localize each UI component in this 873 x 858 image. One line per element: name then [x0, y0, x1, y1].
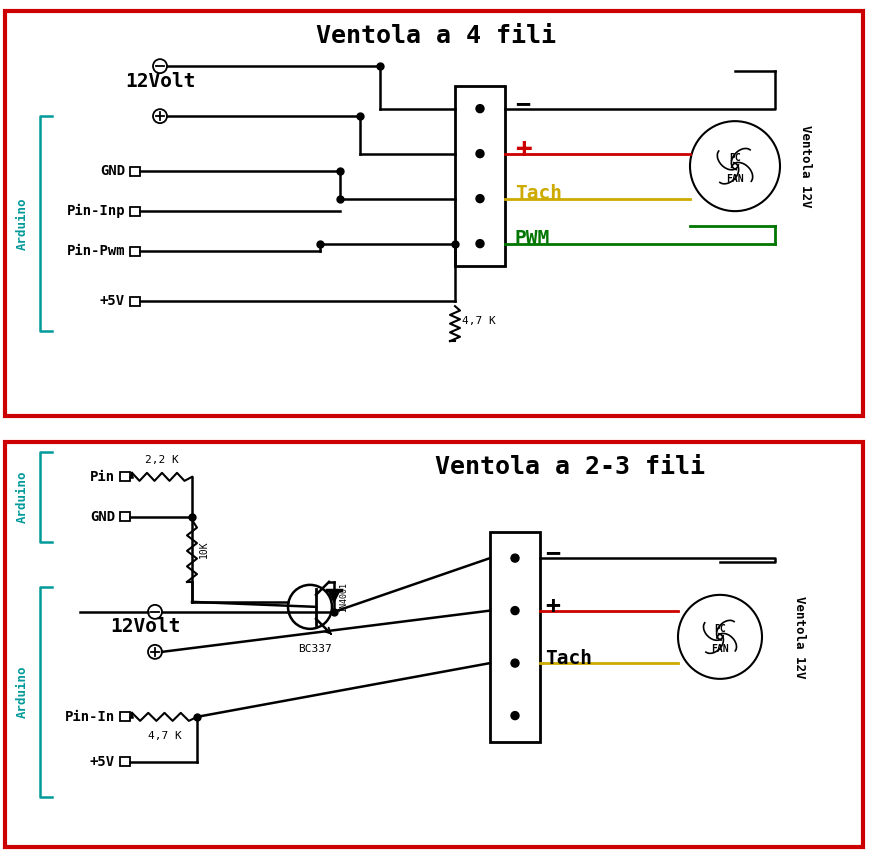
Text: −: −	[545, 541, 560, 565]
Text: PC: PC	[714, 625, 725, 634]
Bar	[130, 297, 140, 305]
Text: 12Volt: 12Volt	[110, 618, 181, 637]
Text: Arduino: Arduino	[16, 198, 29, 251]
Text: Pin-Inp: Pin-Inp	[66, 204, 125, 218]
Text: BC337: BC337	[298, 644, 332, 654]
Circle shape	[476, 149, 484, 158]
Text: FAN: FAN	[726, 173, 744, 184]
Text: 2,2 K: 2,2 K	[145, 455, 179, 465]
Text: PC: PC	[729, 153, 741, 163]
Text: IN4001: IN4001	[339, 582, 348, 612]
Circle shape	[511, 554, 519, 562]
Text: Arduino: Arduino	[16, 470, 29, 523]
Bar	[130, 166, 140, 176]
Bar	[120, 712, 130, 722]
Text: +: +	[545, 594, 560, 618]
Circle shape	[476, 195, 484, 202]
Bar	[120, 512, 130, 522]
Text: Ventola a 2-3 fili: Ventola a 2-3 fili	[435, 455, 705, 479]
Text: 4,7 K: 4,7 K	[462, 316, 496, 326]
Text: FAN: FAN	[711, 644, 729, 654]
Text: 4,7 K: 4,7 K	[148, 731, 182, 740]
Bar	[455, 86, 505, 266]
Text: +5V: +5V	[90, 755, 115, 769]
Text: 10K: 10K	[199, 541, 209, 559]
Circle shape	[511, 659, 519, 668]
Text: Tach: Tach	[545, 649, 592, 668]
Circle shape	[511, 607, 519, 614]
Text: Pin-Pwm: Pin-Pwm	[66, 245, 125, 258]
Text: Arduino: Arduino	[16, 666, 29, 718]
Text: GND: GND	[100, 164, 125, 178]
Text: Pin-In: Pin-In	[65, 710, 115, 724]
Text: +5V: +5V	[100, 294, 125, 308]
Text: Tach: Tach	[515, 184, 562, 203]
Text: Ventola a 4 fili: Ventola a 4 fili	[316, 24, 556, 48]
Text: Ventola 12V: Ventola 12V	[799, 125, 812, 208]
Bar	[120, 758, 130, 766]
Circle shape	[476, 105, 484, 112]
Text: Pin: Pin	[90, 470, 115, 484]
Text: GND: GND	[90, 510, 115, 524]
Bar	[120, 473, 130, 481]
Polygon shape	[327, 589, 341, 604]
Circle shape	[511, 711, 519, 720]
Text: PWM: PWM	[515, 229, 550, 248]
Bar	[130, 246, 140, 256]
Circle shape	[476, 239, 484, 248]
Text: +: +	[515, 135, 532, 163]
Bar	[130, 207, 140, 215]
Text: −: −	[515, 92, 530, 116]
Text: 12Volt: 12Volt	[125, 71, 196, 91]
Bar	[490, 532, 540, 742]
Text: Ventola 12V: Ventola 12V	[794, 595, 807, 678]
